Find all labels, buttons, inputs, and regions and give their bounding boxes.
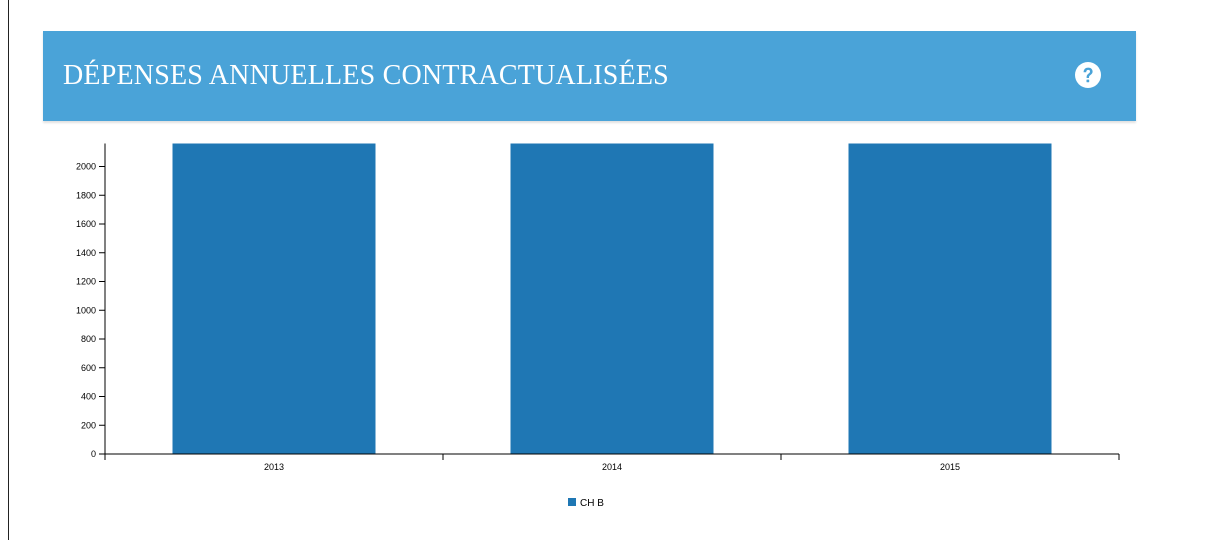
y-tick-label: 0 [91,449,96,459]
x-tick-label: 2014 [602,462,622,472]
x-tick-label: 2015 [940,462,960,472]
y-tick-label: 1200 [76,277,96,287]
bar-2013[interactable] [172,143,376,455]
y-tick-label: 200 [81,420,96,430]
bar-2014[interactable] [510,143,714,455]
y-tick-label: 1000 [76,305,96,315]
y-tick-label: 600 [81,363,96,373]
bar-2015[interactable] [848,143,1052,455]
y-tick-label: 2000 [76,162,96,172]
panel-title: DÉPENSES ANNUELLES CONTRACTUALISÉES [63,60,669,91]
y-tick-label: 800 [81,334,96,344]
y-tick-label: 1800 [76,190,96,200]
expenses-panel: DÉPENSES ANNUELLES CONTRACTUALISÉES 0 200… [43,31,1136,521]
y-tick-label: 1600 [76,219,96,229]
legend-swatch [568,498,576,506]
y-tick-label: 1400 [76,248,96,258]
question-circle-icon[interactable] [1074,61,1102,89]
legend-label: CH B [580,498,604,509]
left-border-line [8,0,9,540]
chart-area: 0 200 400 600 800 1000 1200 1400 1600 1800 2000 201… [43,121,1136,521]
bar-chart: 0 200 400 600 800 1000 1200 1400 1600 1800 2000 201… [76,143,1120,509]
panel-header: DÉPENSES ANNUELLES CONTRACTUALISÉES [43,31,1136,121]
y-tick-label: 400 [81,392,96,402]
x-tick-label: 2013 [264,462,284,472]
